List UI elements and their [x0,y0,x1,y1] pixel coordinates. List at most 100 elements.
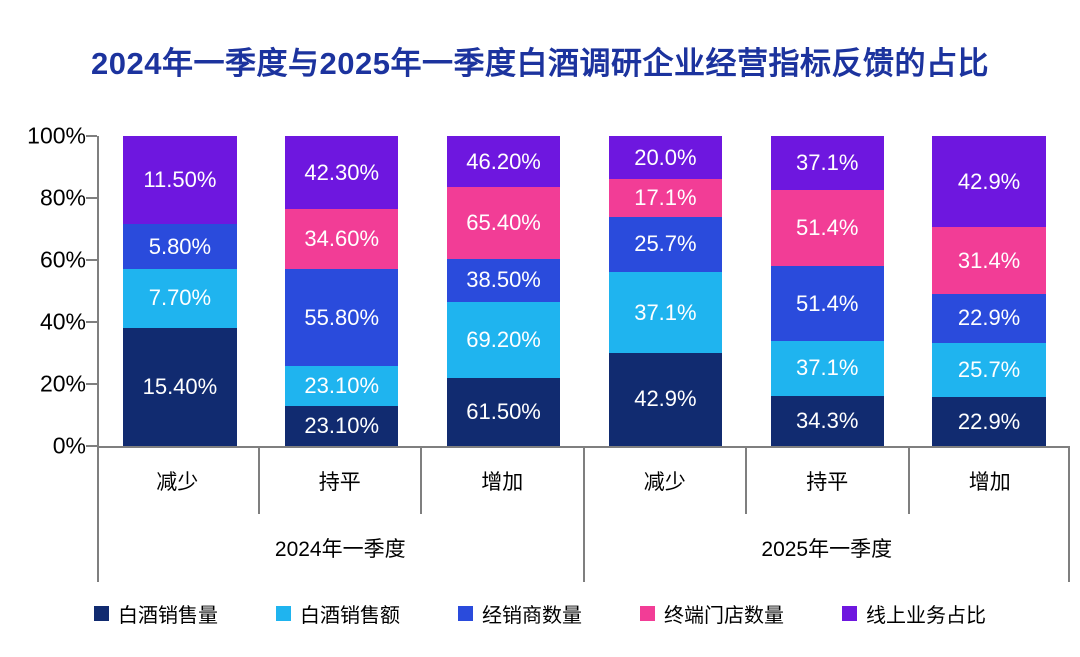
bar-stack: 23.10% 23.10% 55.80% 34.60% 42.30% [285,136,399,446]
category-label: 减少 [585,448,747,514]
bar-segment: 42.9% [932,136,1046,228]
y-tick-label: 60% [39,246,86,273]
segment-value-label: 25.7% [957,356,1021,382]
segment-value-label: 61.50% [466,399,541,425]
bar-column: 22.9% 25.7% 22.9% 31.4% 42.9% [908,136,1070,446]
y-tick-label: 100% [27,122,86,149]
bar-segment: 69.20% [446,301,561,379]
bar-column: 42.9% 37.1% 25.7% 17.1% 20.0% [584,136,746,446]
bar-segment: 34.3% [770,395,884,446]
legend-item: 经销商数量 [458,599,582,628]
y-tick-label: 80% [39,184,86,211]
bar-stack: 61.50% 69.20% 38.50% 65.40% 46.20% [446,136,561,446]
segment-value-label: 22.9% [957,305,1021,331]
bar-segment: 51.4% [770,190,884,266]
bar-column: 34.3% 37.1% 51.4% 51.4% 37.1% [746,136,908,446]
y-tick-label: 0% [52,432,86,459]
segment-value-label: 65.40% [466,210,541,236]
segment-value-label: 25.7% [634,231,697,257]
category-label: 持平 [747,448,910,514]
segment-value-label: 46.20% [466,148,541,174]
segment-value-label: 31.4% [957,247,1021,273]
bar-segment: 61.50% [446,378,561,446]
group-row: 2024年一季度 2025年一季度 [97,514,1070,582]
legend-label: 线上业务占比 [866,605,986,627]
segment-value-label: 34.60% [304,226,380,252]
segment-value-label: 23.10% [304,412,380,438]
y-tick-mark [86,321,97,323]
group-label: 2025年一季度 [761,538,893,561]
segment-value-label: 17.1% [634,185,697,210]
legend-label: 白酒销售额 [300,605,400,627]
bar-segment: 31.4% [932,227,1046,294]
y-tick-label: 40% [39,308,86,335]
segment-value-label: 23.10% [304,372,380,398]
category-row: 减少 持平 增加 减少 持平 增加 [97,448,1070,514]
bar-segment: 42.30% [285,136,399,210]
bar-column: 15.40% 7.70% 5.80% 11.50% [99,136,261,446]
segment-value-label: 51.4% [796,215,859,241]
bar-segment: 22.9% [932,397,1046,446]
category-label: 增加 [422,448,585,514]
bar-segment: 37.1% [770,136,884,191]
y-tick-mark [86,259,97,261]
legend-item: 白酒销售额 [276,599,400,628]
legend-swatch [842,606,857,621]
group-boundary-line [97,448,99,582]
group-boundary-line [582,448,585,582]
y-tick-mark [86,197,97,199]
segment-value-label: 38.50% [466,267,541,293]
bar-segment: 55.80% [285,269,399,366]
bar-column: 61.50% 69.20% 38.50% 65.40% 46.20% [423,136,585,446]
bar-segment: 37.1% [770,341,884,396]
bar-segment: 34.60% [285,209,399,270]
segment-value-label: 20.0% [634,144,697,170]
category-label: 减少 [97,448,260,514]
y-tick-label: 20% [39,370,86,397]
y-tick-mark [86,383,97,385]
y-tick-mark [86,445,97,447]
segment-value-label: 37.1% [796,150,859,176]
bar-column: 23.10% 23.10% 55.80% 34.60% 42.30% [261,136,423,446]
bar-stack: 22.9% 25.7% 22.9% 31.4% 42.9% [932,136,1046,446]
segment-value-label: 22.9% [957,408,1021,434]
legend-swatch [276,606,291,621]
bar-stack: 15.40% 7.70% 5.80% 11.50% [123,136,237,446]
segment-value-label: 15.40% [142,373,218,399]
bar-segment: 51.4% [770,265,884,342]
bar-segment: 7.70% [123,268,237,328]
segment-value-label: 11.50% [143,167,217,193]
bar-segment: 38.50% [446,259,561,302]
category-label: 持平 [260,448,422,514]
segment-value-label: 7.70% [148,285,212,311]
bar-segment: 37.1% [608,272,723,353]
chart-title: 2024年一季度与2025年一季度白酒调研企业经营指标反馈的占比 [91,46,989,81]
bar-stack: 42.9% 37.1% 25.7% 17.1% 20.0% [608,136,723,446]
legend-swatch [640,606,655,621]
segment-value-label: 55.80% [304,304,380,330]
bar-segment: 65.40% [446,187,561,260]
bar-segment: 23.10% [285,405,399,446]
bar-segment: 20.0% [608,136,723,180]
category-label: 增加 [968,471,1011,494]
bar-segment: 22.9% [932,293,1046,343]
bar-segment: 25.7% [608,216,723,273]
y-axis-labels: 100% 80% 60% 40% 20% 0% [0,123,86,459]
segment-value-label: 34.3% [796,407,859,433]
legend-swatch [458,606,473,621]
group-boundary-line [1068,448,1070,582]
legend-item: 线上业务占比 [842,599,986,628]
y-tick-mark [86,135,97,137]
legend-item: 终端门店数量 [640,599,784,628]
bar-segment: 25.7% [932,342,1046,398]
plot-area: 15.40% 7.70% 5.80% 11.50% 23.10% 23.10% 55.80%… [86,135,1070,447]
legend-label: 终端门店数量 [664,605,784,627]
legend-item: 白酒销售量 [94,599,218,628]
group-label: 2024年一季度 [274,538,406,561]
bar-segment: 11.50% [123,136,237,225]
segment-value-label: 37.1% [796,355,859,381]
segment-value-label: 5.80% [148,233,212,259]
segment-value-label: 51.4% [796,290,859,316]
x-axis: 减少 持平 增加 减少 持平 增加 2024年一季度 2025年一季度 [97,446,1070,582]
